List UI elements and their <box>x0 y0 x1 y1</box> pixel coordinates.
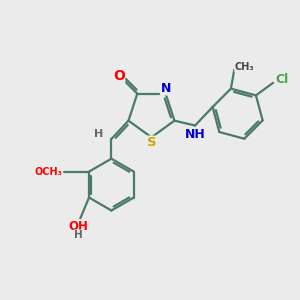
Text: N: N <box>160 82 171 95</box>
Text: CH₃: CH₃ <box>235 62 254 72</box>
Text: NH: NH <box>185 128 206 141</box>
Text: H: H <box>94 129 104 139</box>
Text: OH: OH <box>69 220 88 232</box>
Text: H: H <box>74 230 83 240</box>
Text: S: S <box>147 136 156 149</box>
Text: O: O <box>113 69 125 83</box>
Text: OCH₃: OCH₃ <box>35 167 63 177</box>
Text: Cl: Cl <box>276 74 289 86</box>
